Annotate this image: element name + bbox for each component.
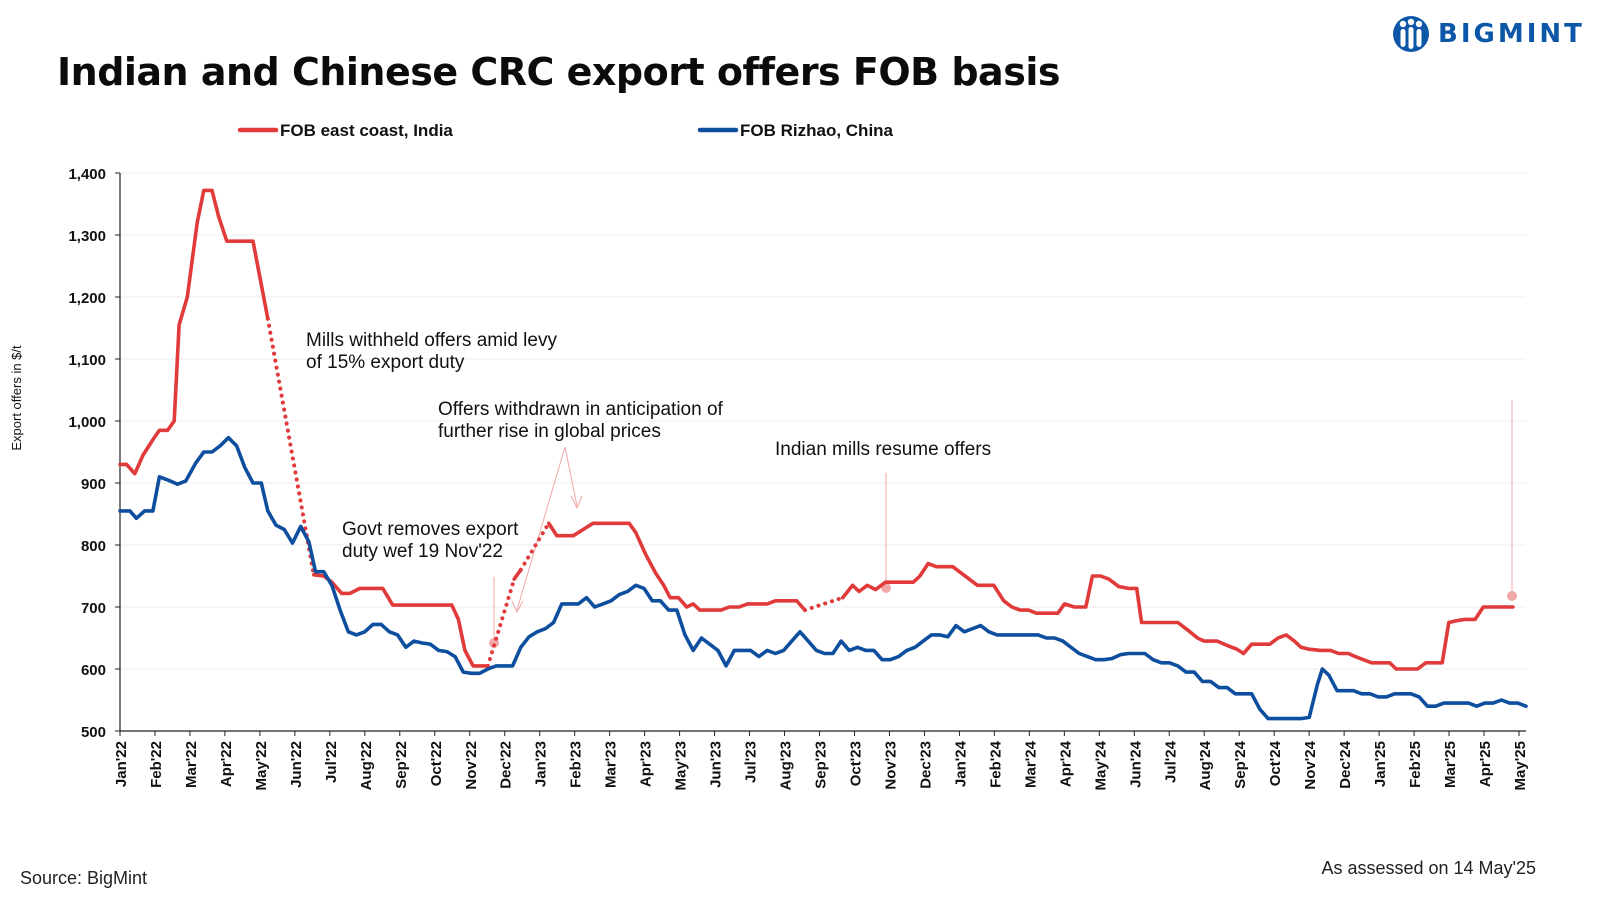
series-gap-dotted-line	[802, 595, 845, 613]
x-tick-label: Jul'24	[1162, 740, 1179, 783]
series-gap-dotted-line	[265, 316, 316, 577]
x-tick-label: Mar'25	[1442, 741, 1459, 788]
gridlines	[120, 172, 1526, 670]
annotation-text: further rise in global prices	[438, 421, 661, 442]
guide-arrowhead	[570, 495, 583, 510]
y-tick-label: 1,000	[68, 414, 106, 431]
x-tick-label: Mar'24	[1022, 740, 1039, 788]
series-line	[118, 435, 1528, 721]
x-tick-label: Oct'24	[1267, 740, 1284, 786]
x-tick-label: Jan'22	[113, 741, 130, 787]
marker-dot	[1507, 591, 1517, 601]
y-tick-label: 600	[81, 662, 106, 679]
brand-name: BIGMINT	[1438, 19, 1585, 49]
series-gap-dotted-line	[518, 521, 551, 572]
y-tick-label: 1,200	[68, 290, 106, 307]
y-tick-label: 1,400	[68, 166, 106, 183]
x-tick-label: Oct'22	[428, 741, 445, 786]
x-tick-label: Apr'23	[638, 741, 655, 787]
x-tick-label: Apr'24	[1057, 740, 1074, 787]
guide-line	[516, 446, 566, 611]
x-tick-label: Sep'23	[813, 741, 830, 789]
y-tick-label: 500	[81, 724, 106, 741]
series-line	[546, 521, 807, 612]
x-tick-label: Jun'24	[1127, 740, 1144, 788]
x-tick-label: Aug'23	[778, 741, 795, 790]
x-tick-label: Jan'24	[952, 740, 969, 787]
x-tick-label: Feb'25	[1407, 741, 1424, 788]
x-tick-label: Sep'24	[1232, 740, 1249, 788]
x-tick-label: Apr'25	[1477, 741, 1494, 787]
x-tick-label: Nov'23	[882, 741, 899, 790]
series-line	[840, 561, 1515, 671]
bigmint-logo-icon	[1393, 16, 1429, 52]
source-note: Source: BigMint	[20, 868, 148, 888]
annotation-text: Govt removes export	[342, 519, 519, 540]
series-gap-dotted-line	[485, 577, 517, 668]
assessment-date: As assessed on 14 May'25	[1321, 858, 1536, 878]
x-tick-label: Jul'22	[323, 741, 340, 783]
series-line	[118, 188, 270, 476]
y-tick-label: 1,100	[68, 352, 106, 369]
annotation-text: of 15% export duty	[306, 352, 465, 373]
x-tick-label: Jan'23	[533, 741, 550, 787]
x-tick-label: May'23	[673, 741, 690, 790]
x-tick-label: Feb'22	[148, 741, 165, 788]
guide-line	[564, 446, 578, 507]
x-tick-label: Jun'22	[288, 741, 305, 788]
brand-logo: BIGMINT	[1392, 12, 1585, 56]
x-tick-label: May'25	[1512, 741, 1529, 790]
y-tick-label: 800	[81, 538, 106, 555]
x-tick-label: Aug'24	[1197, 740, 1214, 790]
annotation-guides	[489, 400, 1517, 648]
legend-label: FOB Rizhao, China	[740, 121, 894, 140]
y-tick-label: 700	[81, 600, 106, 617]
y-tick-label: 1,300	[68, 228, 106, 245]
legend-label: FOB east coast, India	[280, 121, 453, 140]
x-tick-label: Dec'23	[917, 741, 934, 789]
x-tick-label: Jun'23	[708, 741, 725, 788]
series-lines	[118, 188, 1528, 721]
series-china	[118, 435, 1528, 721]
x-tick-label: Apr'22	[218, 741, 235, 787]
y-axis-title: Export offers in $/t	[9, 345, 24, 451]
chart-legend: FOB east coast, India FOB Rizhao, China	[237, 121, 894, 140]
y-tick-label: 900	[81, 476, 106, 493]
annotation-text: Mills withheld offers amid levy	[306, 330, 557, 351]
x-tick-label: Dec'22	[498, 741, 515, 789]
line-chart: FOB east coast, India FOB Rizhao, China 5…	[9, 121, 1529, 790]
x-tick-label: Feb'23	[568, 741, 585, 788]
x-tick-label: Jul'23	[743, 741, 760, 783]
x-tick-label: May'24	[1092, 740, 1109, 790]
x-tick-label: Aug'22	[358, 741, 375, 790]
x-tick-label: Mar'23	[603, 741, 620, 788]
x-tick-label: Nov'22	[463, 741, 480, 790]
x-tick-label: Sep'22	[393, 741, 410, 789]
x-tick-label: Dec'24	[1337, 740, 1354, 788]
annotation-text: Indian mills resume offers	[775, 439, 991, 460]
axes: 500 600 700 800 900 1,000 1,100 1,200 1,300 1,400…	[9, 166, 1529, 790]
x-tick-label: May'22	[253, 741, 270, 790]
chart-title: Indian and Chinese CRC export offers FOB…	[57, 50, 1060, 94]
x-tick-label: Nov'24	[1302, 740, 1319, 789]
x-tick-label: Feb'24	[987, 740, 1004, 788]
annotation-text: Offers withdrawn in anticipation of	[438, 399, 724, 420]
series-india	[118, 188, 1515, 671]
series-line	[312, 573, 490, 668]
x-tick-label: Oct'23	[847, 741, 864, 786]
x-tick-label: Mar'22	[183, 741, 200, 788]
guide-arrowhead	[511, 600, 524, 614]
annotation-text: duty wef 19 Nov'22	[342, 541, 503, 562]
x-tick-label: Jan'25	[1372, 741, 1389, 787]
